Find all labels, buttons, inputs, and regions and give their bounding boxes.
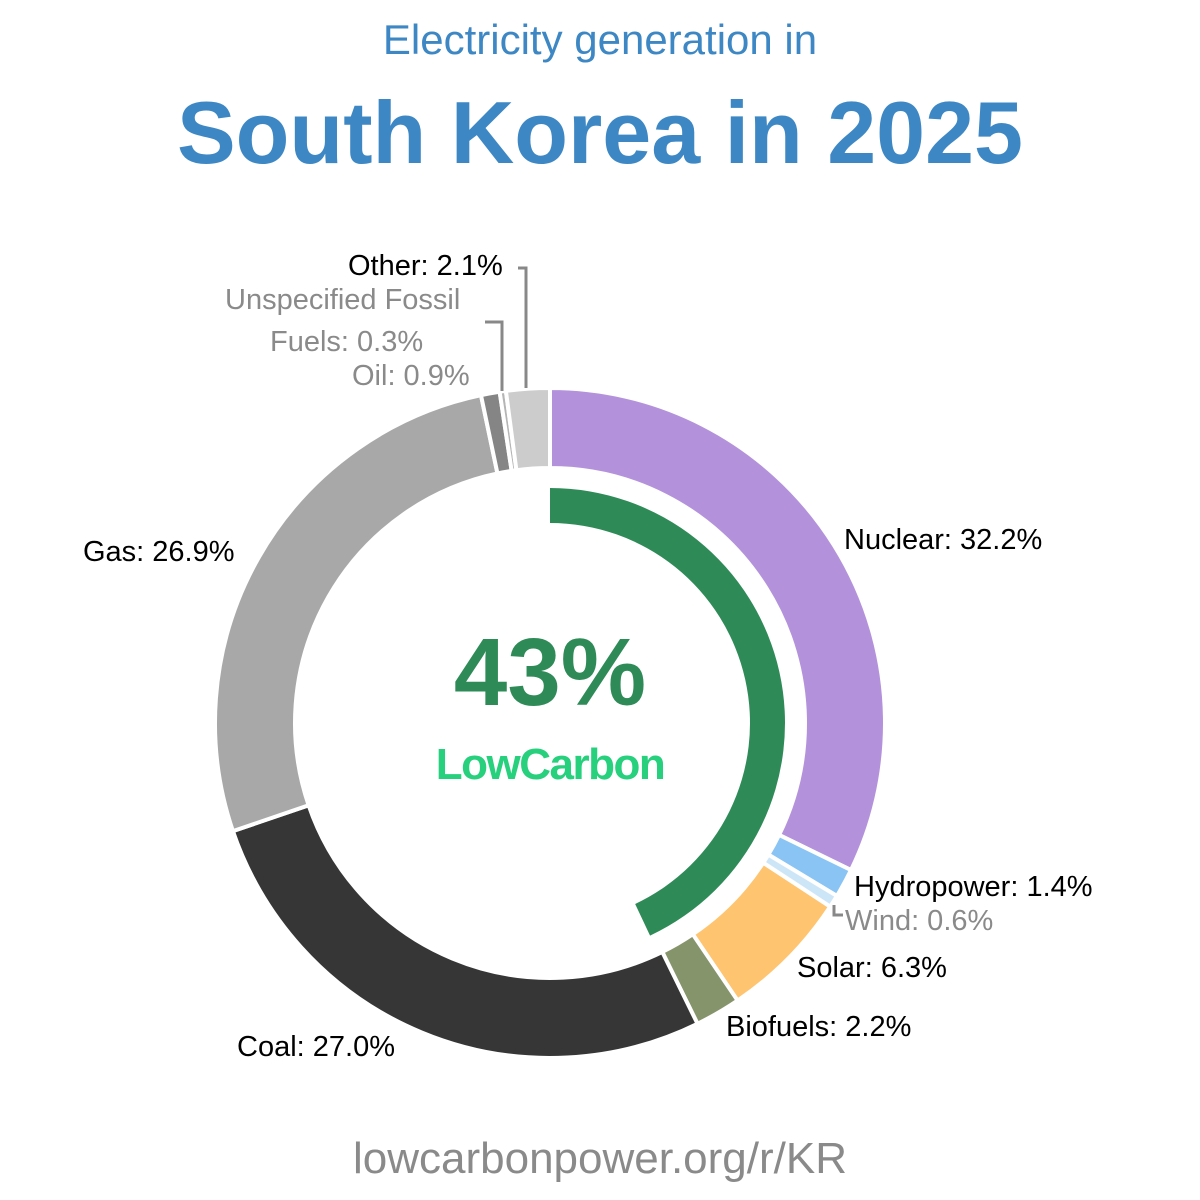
- slice-nuclear: [548, 385, 887, 873]
- label-other: Other: 2.1%: [348, 250, 503, 282]
- low-carbon-arc: [550, 488, 785, 936]
- label-unspecified-line1: Unspecified Fossil: [225, 284, 461, 316]
- slice-other: [503, 385, 552, 473]
- lowcarbon-logo: LowCarbon: [435, 740, 666, 789]
- label-nuclear: Nuclear: 32.2%: [844, 524, 1043, 556]
- label-gas: Gas: 26.9%: [83, 536, 235, 568]
- chart-subtitle: Electricity generation in: [382, 16, 818, 63]
- low-carbon-percentage: 43%: [453, 619, 647, 726]
- leader-line-wind: [832, 905, 843, 917]
- slice-coal: [230, 802, 701, 1060]
- label-oil: Oil: 0.9%: [352, 360, 470, 392]
- leader-line-unspecified: [485, 320, 504, 391]
- label-biofuels: Biofuels: 2.2%: [726, 1011, 912, 1043]
- label-wind: Wind: 0.6%: [845, 905, 994, 937]
- leader-line-other: [518, 266, 528, 388]
- source-link[interactable]: lowcarbonpower.org/r/KR: [352, 1134, 847, 1183]
- label-coal: Coal: 27.0%: [237, 1031, 395, 1063]
- label-solar: Solar: 6.3%: [797, 952, 947, 984]
- chart-title: South Korea in 2025: [176, 83, 1023, 182]
- label-hydropower: Hydropower: 1.4%: [854, 871, 1093, 903]
- slice-gas: [213, 392, 500, 834]
- label-unspecified-line2: Fuels: 0.3%: [270, 326, 424, 358]
